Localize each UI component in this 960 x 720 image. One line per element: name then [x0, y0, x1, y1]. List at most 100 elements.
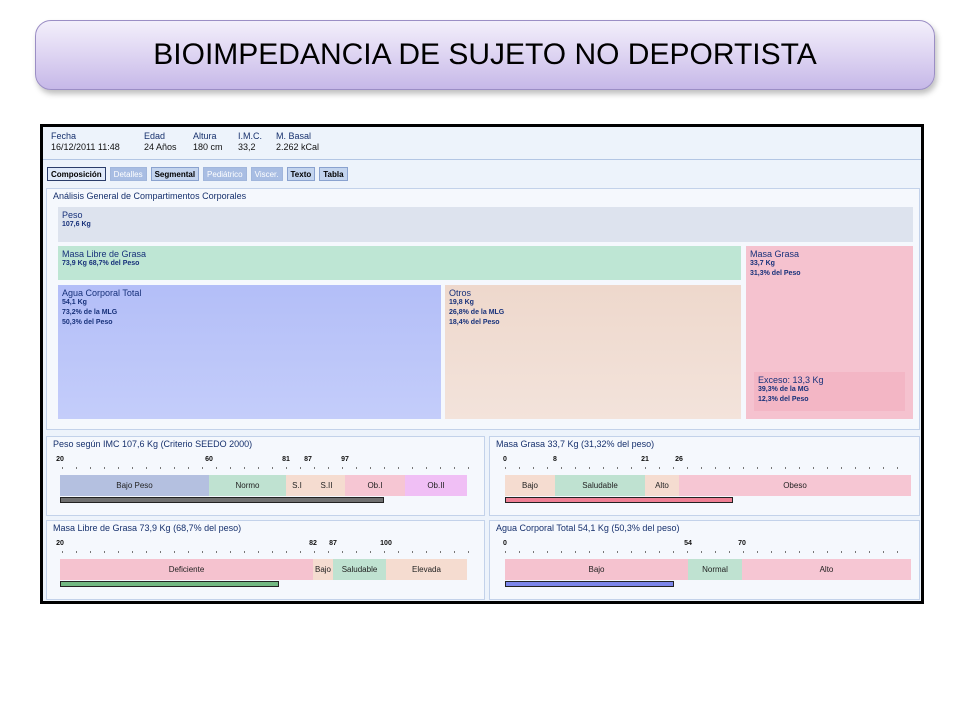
otros-pct-peso: 18,4% del Peso — [449, 319, 500, 326]
scale-tick-mark — [440, 551, 441, 553]
mg-tick-8: 8 — [553, 456, 557, 463]
scale-tick-mark — [673, 467, 674, 469]
scale-tick-mark — [547, 467, 548, 469]
scale-tick-mark — [897, 551, 898, 553]
scale-tick-mark — [174, 467, 175, 469]
act-scale: 0 54 70 — [490, 540, 921, 560]
mlg-segment-deficiente: Deficiente — [60, 559, 313, 580]
scale-tick-mark — [855, 551, 856, 553]
scale-tick-mark — [827, 551, 828, 553]
scale-tick-mark — [412, 467, 413, 469]
scale-tick-mark — [897, 467, 898, 469]
tab-tabla[interactable]: Tabla — [319, 167, 348, 181]
slide-title: BIOIMPEDANCIA DE SUJETO NO DEPORTISTA — [153, 38, 817, 71]
scale-tick-mark — [687, 551, 688, 553]
imc-gauge-panel: Peso según IMC 107,6 Kg (Criterio SEEDO … — [46, 436, 485, 516]
scale-tick-mark — [286, 467, 287, 469]
scale-tick-mark — [230, 467, 231, 469]
scale-tick-mark — [715, 467, 716, 469]
scale-tick-mark — [132, 467, 133, 469]
mlg-tick-82: 82 — [309, 540, 317, 547]
scale-tick-mark — [533, 467, 534, 469]
imc-tick-60: 60 — [205, 456, 213, 463]
scale-tick-mark — [813, 467, 814, 469]
mg-kg: 33,7 Kg — [750, 260, 775, 267]
scale-tick-mark — [743, 467, 744, 469]
mlg-value: 73,9 Kg 68,7% del Peso — [62, 260, 140, 267]
mlg-gauge-title: Masa Libre de Grasa 73,9 Kg (68,7% del p… — [53, 523, 242, 533]
scale-tick-mark — [468, 551, 469, 553]
scale-tick-mark — [342, 551, 343, 553]
otros-block: Otros 19,8 Kg 26,8% de la MLG 18,4% del … — [445, 285, 741, 419]
exceso-pct-mg: 39,3% de la MG — [758, 386, 809, 393]
mg-segment-saludable: Saludable — [555, 475, 645, 496]
scale-tick-mark — [160, 551, 161, 553]
scale-tick-mark — [286, 551, 287, 553]
scale-tick-mark — [104, 467, 105, 469]
basal-label: M. Basal — [276, 131, 312, 141]
scale-tick-mark — [76, 551, 77, 553]
scale-tick-mark — [202, 551, 203, 553]
imc-segment-normo: Normo — [209, 475, 286, 496]
mlg-tick-87: 87 — [329, 540, 337, 547]
imc-segment-obesidad-2: Ob.II — [405, 475, 467, 496]
scale-tick-mark — [426, 467, 427, 469]
scale-tick-mark — [76, 467, 77, 469]
imc-tick-81: 81 — [282, 456, 290, 463]
scale-tick-mark — [631, 467, 632, 469]
scale-tick-mark — [561, 467, 562, 469]
mg-segment-obeso: Obeso — [679, 475, 911, 496]
scale-tick-mark — [118, 467, 119, 469]
scale-tick-mark — [659, 551, 660, 553]
scale-tick-mark — [370, 551, 371, 553]
act-tick-70: 70 — [738, 540, 746, 547]
mg-indicator-bar — [505, 497, 733, 503]
imc-segment-obesidad-1: Ob.I — [345, 475, 405, 496]
act-indicator-bar — [505, 581, 674, 587]
tab-texto[interactable]: Texto — [286, 167, 316, 181]
otros-title: Otros — [449, 288, 472, 298]
slide-title-banner: BIOIMPEDANCIA DE SUJETO NO DEPORTISTA — [35, 20, 935, 90]
scale-tick-mark — [398, 467, 399, 469]
scale-tick-mark — [426, 551, 427, 553]
masa-grasa-gauge-panel: Masa Grasa 33,7 Kg (31,32% del peso) 0 8… — [489, 436, 920, 516]
scale-tick-mark — [687, 467, 688, 469]
tab-detalles[interactable]: Detalles — [109, 167, 147, 181]
scale-tick-mark — [188, 467, 189, 469]
mlg-indicator-bar — [60, 581, 279, 587]
scale-tick-mark — [617, 467, 618, 469]
mlg-title: Masa Libre de Grasa — [62, 249, 147, 259]
scale-tick-mark — [631, 551, 632, 553]
otros-kg: 19,8 Kg — [449, 299, 474, 306]
imc-scale: 20 60 81 87 97 — [47, 456, 486, 476]
scale-tick-mark — [90, 467, 91, 469]
mlg-scale: 20 82 87 100 — [47, 540, 486, 560]
scale-tick-mark — [659, 467, 660, 469]
act-tick-54: 54 — [684, 540, 692, 547]
mlg-gauge-panel: Masa Libre de Grasa 73,9 Kg (68,7% del p… — [46, 520, 485, 600]
scale-tick-mark — [771, 467, 772, 469]
tab-visceral[interactable]: Viscer. — [250, 167, 283, 181]
tab-composicion[interactable]: Composición — [47, 167, 106, 181]
scale-tick-mark — [146, 551, 147, 553]
mlg-segment-elevada: Elevada — [386, 559, 467, 580]
tab-pediatrico[interactable]: Pediátrico — [203, 167, 247, 181]
mg-scale: 0 8 21 26 — [490, 456, 921, 476]
scale-tick-mark — [533, 551, 534, 553]
scale-tick-mark — [188, 551, 189, 553]
scale-tick-mark — [743, 551, 744, 553]
view-tabs: Composición Detalles Segmental Pediátric… — [47, 167, 348, 181]
edad-label: Edad — [144, 131, 166, 141]
scale-tick-mark — [258, 551, 259, 553]
scale-tick-mark — [174, 551, 175, 553]
scale-tick-mark — [370, 467, 371, 469]
scale-tick-mark — [589, 467, 590, 469]
scale-tick-mark — [132, 551, 133, 553]
tab-segmental[interactable]: Segmental — [150, 167, 200, 181]
scale-tick-mark — [118, 551, 119, 553]
scale-tick-mark — [328, 551, 329, 553]
scale-tick-mark — [757, 467, 758, 469]
scale-tick-mark — [356, 467, 357, 469]
scale-tick-mark — [62, 467, 63, 469]
scale-tick-mark — [314, 467, 315, 469]
